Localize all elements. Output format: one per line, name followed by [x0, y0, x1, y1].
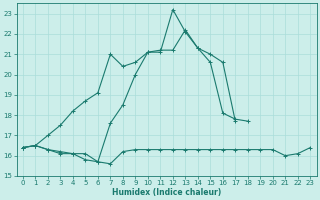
- X-axis label: Humidex (Indice chaleur): Humidex (Indice chaleur): [112, 188, 221, 197]
